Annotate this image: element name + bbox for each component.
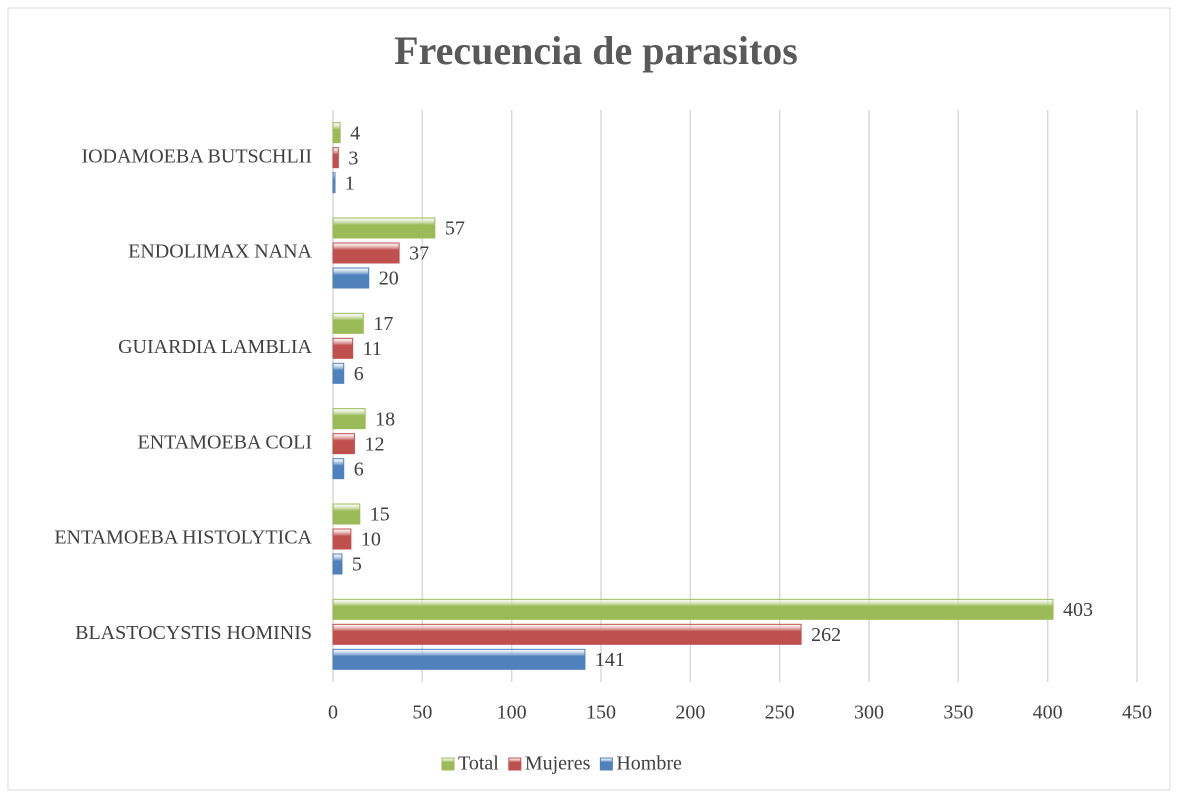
legend-label: Total (458, 753, 499, 775)
category-label: ENDOLIMAX NANA (128, 241, 312, 263)
bar (332, 458, 345, 480)
value-label: 141 (595, 649, 625, 671)
bar (332, 553, 343, 575)
value-label: 4 (350, 122, 360, 144)
category-label: IODAMOEBA BUTSCHLII (81, 145, 312, 167)
bar (332, 172, 336, 194)
x-tick-label: 0 (328, 702, 338, 724)
bar (332, 648, 586, 670)
value-label: 15 (370, 504, 390, 526)
legend-swatch (441, 757, 455, 771)
bar (332, 528, 352, 550)
legend: Total Mujeres Hombre (441, 753, 682, 775)
x-tick-label: 450 (1122, 702, 1152, 724)
bar (332, 408, 366, 430)
category-label: BLASTOCYSTIS HOMINIS (75, 622, 312, 644)
value-label: 6 (354, 363, 364, 385)
bar (332, 337, 354, 359)
bar (332, 122, 341, 144)
bar (332, 217, 436, 239)
legend-swatch (508, 757, 522, 771)
value-label: 262 (811, 624, 841, 646)
value-label: 37 (409, 243, 429, 265)
value-label: 20 (379, 268, 399, 290)
value-label: 5 (352, 554, 362, 576)
value-label: 17 (373, 313, 393, 335)
bar (332, 147, 339, 169)
value-label: 403 (1063, 599, 1093, 621)
value-label: 10 (361, 529, 381, 551)
bar (332, 623, 802, 645)
value-label: 11 (363, 338, 382, 360)
bar (332, 312, 364, 334)
bar (332, 433, 355, 455)
x-tick-label: 350 (943, 702, 973, 724)
value-label: 3 (348, 147, 358, 169)
value-label: 57 (445, 218, 465, 240)
x-tick-label: 200 (675, 702, 705, 724)
bar (332, 242, 400, 264)
x-tick-label: 150 (586, 702, 616, 724)
legend-swatch (599, 757, 613, 771)
legend-label: Mujeres (525, 753, 591, 775)
category-label: GUIARDIA LAMBLIA (118, 336, 312, 358)
x-tick-label: 100 (497, 702, 527, 724)
x-tick-label: 50 (412, 702, 432, 724)
bar (332, 267, 370, 289)
bar (332, 503, 361, 525)
value-label: 6 (354, 458, 364, 480)
legend-label: Hombre (616, 753, 682, 775)
chart-border (7, 7, 1171, 791)
bar (332, 362, 345, 384)
x-tick-label: 250 (765, 702, 795, 724)
category-label: ENTAMOEBA HISTOLYTICA (54, 527, 312, 549)
category-label: ENTAMOEBA COLI (137, 431, 312, 453)
bar (332, 598, 1054, 620)
value-label: 1 (345, 172, 355, 194)
value-label: 12 (364, 433, 384, 455)
x-tick-label: 400 (1033, 702, 1063, 724)
chart-title: Frecuencia de parasitos (394, 28, 798, 73)
x-tick-label: 300 (854, 702, 884, 724)
value-label: 18 (375, 408, 395, 430)
